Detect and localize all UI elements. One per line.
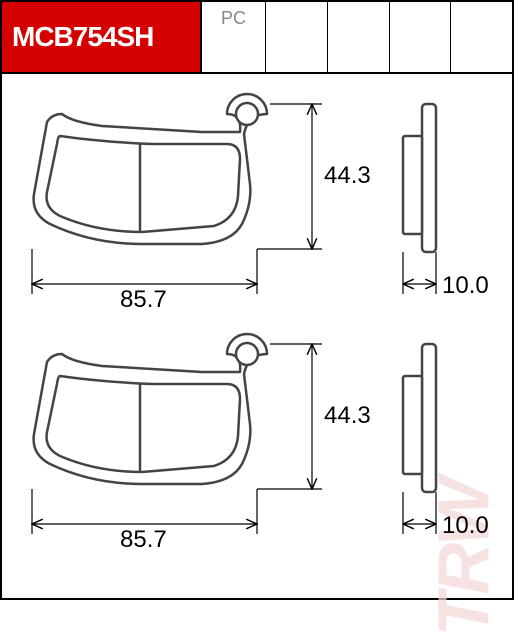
page-frame: MCB754SH PC TRW: [0, 0, 514, 600]
subcode-label: PC: [221, 8, 246, 29]
dim-height-1-label: 44.3: [324, 162, 371, 190]
dim-thick-1: [403, 252, 436, 294]
dim-width-1-label: 85.7: [120, 286, 167, 314]
header-empty-cell: [266, 2, 328, 72]
dim-height-2: [257, 344, 322, 489]
dim-thick-1-label: 10.0: [442, 272, 489, 300]
dim-width-2-label: 85.7: [120, 526, 167, 554]
dim-thick-2: [403, 492, 436, 534]
dim-height-2-label: 44.3: [324, 402, 371, 430]
header-empty-cell: [451, 2, 512, 72]
drawing-area: TRW: [2, 74, 512, 600]
dim-height-1: [257, 104, 322, 249]
header-empty-cell: [390, 2, 452, 72]
part-number: MCB754SH: [12, 21, 153, 53]
diagram-svg: [2, 74, 514, 600]
dim-thick-2-label: 10.0: [442, 512, 489, 540]
title-cell: MCB754SH: [2, 2, 202, 72]
subcode-cell: PC: [202, 2, 266, 72]
pad-1-side: [403, 104, 436, 252]
pad-2-front: [34, 334, 267, 484]
pad-2-side: [403, 344, 436, 492]
header-row: MCB754SH PC: [2, 2, 512, 74]
pad-1-front: [34, 94, 267, 244]
header-empty-cell: [328, 2, 390, 72]
